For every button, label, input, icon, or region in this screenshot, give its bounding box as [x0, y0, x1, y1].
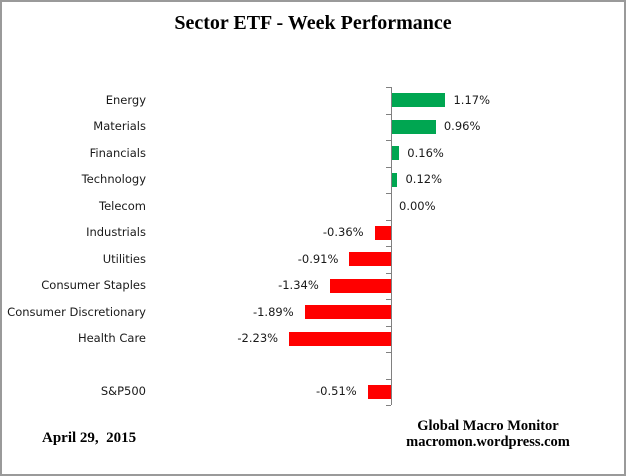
axis-tick: [386, 299, 391, 300]
axis-tick: [386, 325, 391, 327]
value-label: 1.17%: [453, 92, 491, 107]
value-label: -0.91%: [297, 251, 339, 266]
y-axis-line: [391, 87, 392, 405]
axis-tick: [386, 378, 391, 380]
negative-bar: [349, 252, 391, 267]
category-label: Energy: [105, 92, 146, 107]
positive-bar: [392, 93, 446, 108]
axis-tick: [386, 113, 391, 115]
axis-tick: [386, 87, 391, 88]
positive-bar: [392, 146, 400, 161]
credit-line-2: macromon.wordpress.com: [406, 433, 570, 450]
negative-bar: [367, 384, 391, 399]
axis-tick: [386, 352, 391, 353]
negative-bar: [289, 331, 391, 346]
category-label: Technology: [81, 172, 146, 187]
value-label: 0.96%: [443, 119, 481, 134]
value-label: 0.00%: [399, 198, 436, 213]
category-label: Consumer Staples: [41, 278, 146, 293]
positive-bar: [392, 172, 398, 187]
axis-tick: [386, 272, 391, 274]
value-label: 0.16%: [407, 145, 444, 160]
axis-tick: [386, 193, 391, 194]
negative-bar: [329, 278, 391, 293]
axis-tick: [386, 166, 391, 168]
chart-credit: Global Macro Monitor macromon.wordpress.…: [388, 418, 588, 450]
category-label: Telecom: [99, 198, 146, 213]
value-label: -0.51%: [316, 384, 357, 399]
value-label: -1.34%: [278, 278, 319, 293]
category-label: S&P500: [100, 384, 146, 399]
value-label: 0.12%: [405, 172, 443, 187]
positive-bar: [392, 119, 436, 134]
category-label: Financials: [89, 145, 146, 160]
chart-date: April 29, 2015: [42, 430, 137, 446]
negative-bar: [304, 305, 391, 320]
chart-title: Sector ETF - Week Performance: [174, 12, 452, 34]
value-label: -2.23%: [237, 331, 279, 346]
category-label: Industrials: [86, 225, 146, 240]
negative-bar: [374, 225, 391, 240]
value-label: -1.89%: [252, 304, 294, 319]
axis-tick: [386, 246, 391, 247]
value-label: -0.36%: [322, 225, 364, 240]
category-label: Materials: [93, 119, 146, 134]
credit-line-1: Global Macro Monitor: [417, 418, 559, 434]
category-label: Utilities: [102, 251, 146, 266]
category-label: Health Care: [77, 331, 146, 346]
category-label: Consumer Discretionary: [7, 304, 146, 319]
axis-tick: [386, 219, 391, 221]
axis-tick: [386, 140, 391, 141]
axis-tick: [386, 405, 391, 406]
